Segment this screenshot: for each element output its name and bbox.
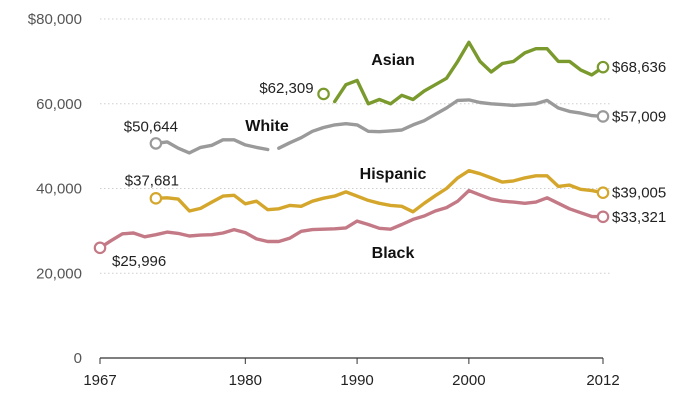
asian-line [333,40,605,106]
hispanic-end-marker [596,186,610,200]
asian-end-value: $68,636 [612,59,666,76]
x-tick-label: 1967 [83,372,116,389]
asian-end-marker [596,60,610,74]
hispanic-line [154,169,605,214]
white-line [154,138,270,155]
asian-start-value: $62,309 [259,80,313,97]
white-start-value: $50,644 [124,118,178,135]
series-lines [98,40,605,250]
axes: 0 20,000 40,000 60,000 $80,000 1967 1980 1990 20… [28,11,620,389]
y-tick-label: 60,000 [36,96,82,113]
hispanic-start-marker [149,192,163,205]
black-end-marker [596,210,610,224]
white-end-marker [596,110,610,123]
black-start-value: $25,996 [112,253,166,270]
x-tick-label: 2012 [586,372,619,389]
grid-lines [100,18,611,274]
hispanic-start-value: $37,681 [125,172,179,189]
x-tick-label: 1990 [340,372,373,389]
asian-start-marker [317,87,330,101]
hispanic-end-value: $39,005 [612,185,666,202]
black-line [98,188,605,250]
asian-series-label: Asian [371,52,415,69]
white-series-label: White [245,118,289,135]
white-line [277,98,605,150]
x-tick-label: 1980 [229,372,262,389]
black-series-label: Black [372,245,415,262]
black-start-marker [93,241,107,255]
y-tick-label: 20,000 [36,265,82,282]
black-end-value: $33,321 [612,209,666,226]
y-tick-label: $80,000 [28,11,82,28]
white-end-value: $57,009 [612,108,666,125]
hispanic-series-label: Hispanic [360,166,427,183]
white-start-marker [149,137,163,150]
y-tick-label: 40,000 [36,181,82,198]
annotations: Asian $62,309 $68,636 White $50,644 $57,009 Hi… [93,52,666,270]
x-tick-label: 2000 [452,372,485,389]
y-tick-label: 0 [74,350,82,367]
